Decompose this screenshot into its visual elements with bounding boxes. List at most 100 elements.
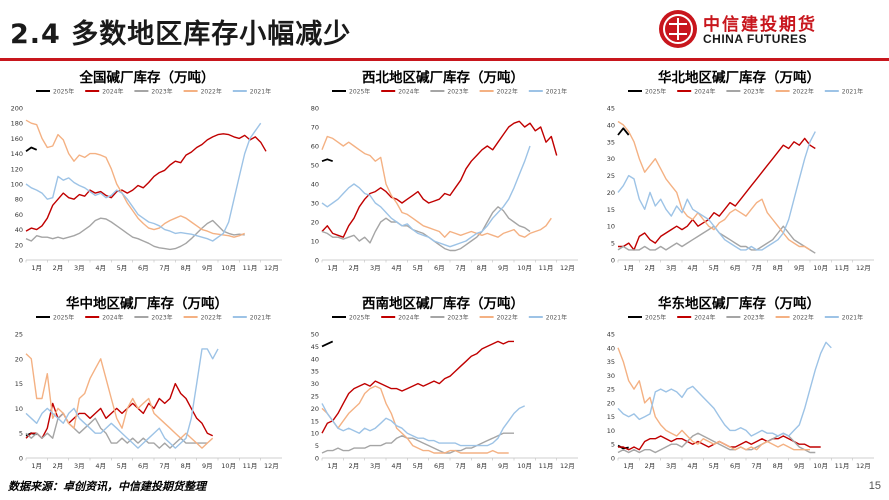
chart-title: 西南地区碱厂库存（万吨）	[362, 296, 524, 312]
x-tick-label: 7月	[751, 264, 762, 272]
x-tick-label: 6月	[434, 264, 445, 272]
x-tick-label: 11月	[835, 462, 850, 470]
chart-legend: 2025年 2024年 2023年 2022年 2021年	[628, 88, 863, 96]
y-tick-label: 0	[19, 257, 23, 265]
legend-label: 2021年	[842, 314, 863, 322]
header-divider	[0, 58, 889, 61]
legend-label: 2024年	[398, 314, 419, 322]
legend-label: 2025年	[349, 88, 370, 96]
chart-southwest-inventory: 西南地区碱厂库存（万吨） 2025年 2024年 2023年 2022年 2021年 0 5…	[300, 292, 586, 474]
company-logo: 中信建投期货 CHINA FUTURES	[659, 10, 829, 52]
y-tick-label: 35	[607, 138, 615, 146]
x-tick-label: 8月	[773, 264, 784, 272]
data-source-note: 数据来源：卓创资讯，中信建投期货整理	[8, 480, 206, 493]
logo-text-cn: 中信建投期货	[703, 15, 817, 35]
y-tick-label: 10	[311, 430, 319, 438]
y-tick-label: 5	[19, 430, 23, 438]
y-tick-label: 25	[607, 386, 615, 394]
x-tick-label: 8月	[181, 264, 192, 272]
x-tick-label: 4月	[95, 264, 106, 272]
y-tick-label: 25	[311, 393, 319, 401]
x-tick-label: 5月	[413, 462, 424, 470]
y-tick-label: 45	[607, 105, 615, 113]
y-tick-label: 20	[311, 219, 319, 227]
x-tick-label: 3月	[370, 462, 381, 470]
chart-svg: 2025年 2024年 2023年 2022年 2021年 0 10 20 30 40 50 60 70…	[311, 88, 578, 272]
x-tick-label: 10月	[221, 462, 236, 470]
series-line	[321, 340, 334, 348]
y-tick-label: 20	[311, 405, 319, 413]
legend-label: 2025年	[645, 88, 666, 96]
chart-title: 西北地区碱厂库存（万吨）	[362, 70, 524, 86]
series-line	[618, 137, 816, 251]
x-tick-label: 8月	[181, 462, 192, 470]
legend-label: 2024年	[694, 88, 715, 96]
x-tick-label: 4月	[687, 462, 698, 470]
y-tick-label: 70	[311, 124, 319, 132]
y-tick-label: 40	[311, 181, 319, 189]
legend-label: 2022年	[793, 88, 814, 96]
legend-label: 2021年	[250, 88, 271, 96]
y-tick-label: 35	[311, 368, 319, 376]
y-tick-label: 0	[611, 455, 615, 463]
y-tick-label: 200	[11, 105, 23, 113]
x-tick-label: 8月	[773, 462, 784, 470]
chart-legend: 2025年 2024年 2023年 2022年 2021年	[36, 88, 271, 96]
series-line	[321, 403, 525, 447]
y-tick-label: 0	[611, 257, 615, 265]
slide-header: 2.4 多数地区库存小幅减少 中信建投期货 CHINA FUTURES	[0, 0, 889, 62]
y-tick-label: 160	[11, 135, 23, 143]
chart-legend: 2025年 2024年 2023年 2022年 2021年	[628, 314, 863, 322]
x-tick-label: 11月	[243, 264, 258, 272]
series-line	[25, 353, 214, 449]
chart-title: 全国碱厂库存（万吨）	[79, 70, 215, 86]
y-tick-label: 10	[607, 427, 615, 435]
x-tick-label: 4月	[95, 462, 106, 470]
x-tick-label: 5月	[709, 462, 720, 470]
y-tick-label: 40	[15, 226, 23, 234]
y-tick-label: 20	[607, 189, 615, 197]
y-tick-label: 40	[311, 355, 319, 363]
y-tick-label: 0	[315, 455, 319, 463]
legend-label: 2022年	[497, 314, 518, 322]
series-line	[25, 122, 262, 242]
x-tick-label: 3月	[74, 462, 85, 470]
legend-label: 2021年	[250, 314, 271, 322]
chart-svg: 2025年 2024年 2023年 2022年 2021年 0 5 10 15 20 25 30 35 4…	[311, 314, 578, 470]
y-tick-label: 45	[607, 331, 615, 339]
series-line	[25, 382, 213, 439]
y-tick-label: 15	[607, 413, 615, 421]
x-tick-label: 11月	[243, 462, 258, 470]
x-tick-label: 9月	[498, 264, 509, 272]
y-tick-label: 35	[607, 358, 615, 366]
y-tick-label: 80	[15, 196, 23, 204]
y-tick-label: 140	[11, 150, 23, 158]
y-tick-label: 0	[315, 257, 319, 265]
x-tick-label: 12月	[856, 462, 871, 470]
y-tick-label: 0	[19, 455, 23, 463]
chart-north-china-inventory: 华北地区碱厂库存（万吨） 2025年 2024年 2023年 2022年 2021年 0 5…	[596, 66, 882, 276]
series-line	[321, 135, 552, 238]
series-line	[617, 127, 630, 136]
chart-svg: 2025年 2024年 2023年 2022年 2021年 0 5 10 15 20 25 30 35 4…	[607, 88, 874, 272]
x-tick-label: 5月	[117, 264, 128, 272]
y-tick-label: 100	[11, 181, 23, 189]
x-tick-label: 2月	[645, 264, 656, 272]
y-tick-label: 5	[611, 441, 615, 449]
y-tick-label: 10	[15, 405, 23, 413]
legend-label: 2024年	[102, 88, 123, 96]
legend-label: 2025年	[645, 314, 666, 322]
chart-national-inventory: 全国碱厂库存（万吨） 2025年 2024年 2023年 2022年 2021年 0 20 4…	[4, 66, 290, 276]
y-tick-label: 60	[15, 211, 23, 219]
chart-svg: 2025年 2024年 2023年 2022年 2021年 0 20 40 60 80 100 120…	[11, 88, 282, 272]
page-number: 15	[868, 480, 881, 492]
y-tick-label: 40	[607, 121, 615, 129]
chart-central-china-inventory: 华中地区碱厂库存（万吨） 2025年 2024年 2023年 2022年 2021年 0 5…	[4, 292, 290, 474]
chart-title: 华北地区碱厂库存（万吨）	[658, 70, 820, 86]
x-tick-label: 10月	[813, 462, 828, 470]
y-tick-label: 20	[15, 355, 23, 363]
chart-legend: 2025年 2024年 2023年 2022年 2021年	[332, 88, 567, 96]
x-tick-label: 4月	[687, 264, 698, 272]
x-tick-label: 12月	[560, 264, 575, 272]
legend-label: 2023年	[743, 88, 764, 96]
